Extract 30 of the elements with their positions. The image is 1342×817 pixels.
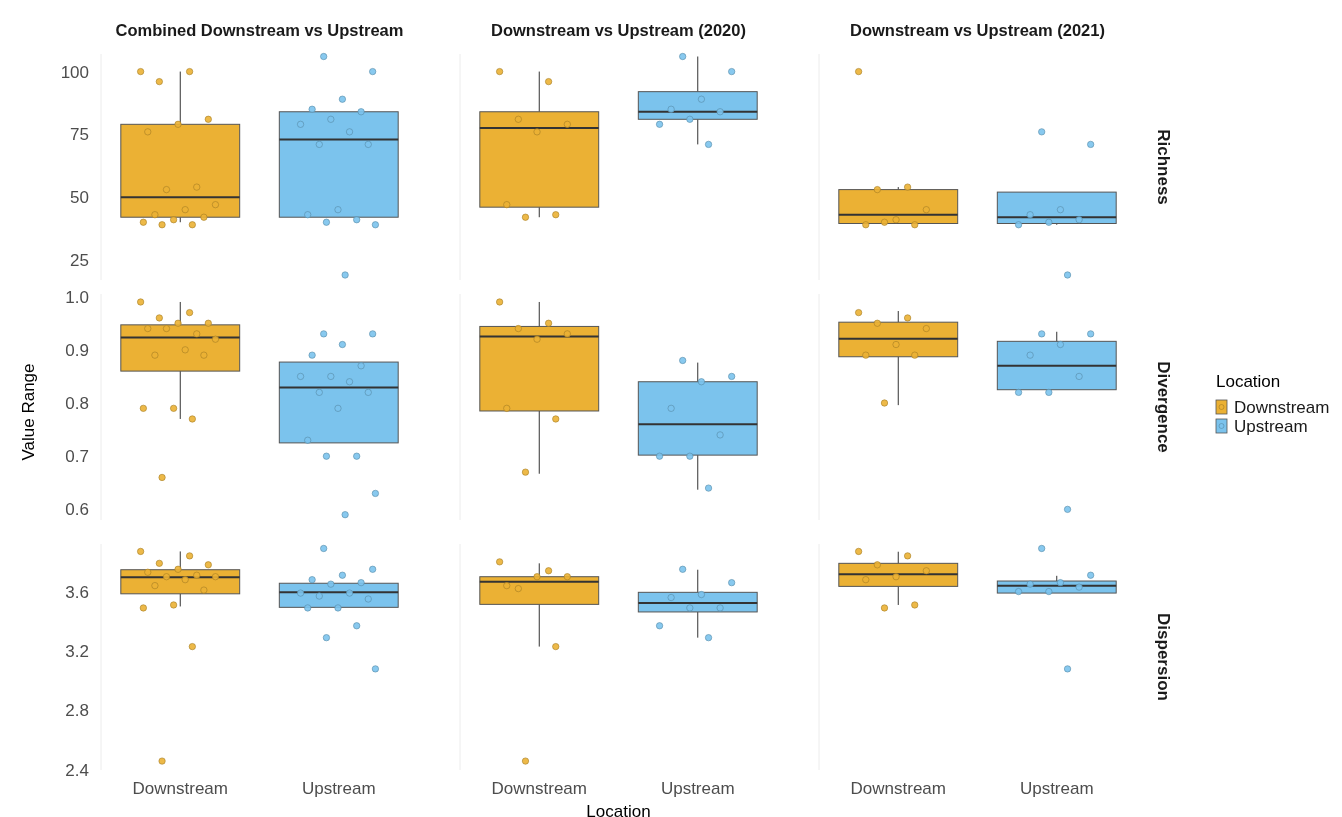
y-tick-label: 100 (60, 62, 89, 82)
chart-title: Downstream vs Upstream (2021) (850, 21, 1105, 39)
x-tick-label: Downstream (850, 779, 946, 798)
x-tick-label: Downstream (132, 779, 228, 798)
legend-label: Downstream (1234, 397, 1330, 417)
y-tick-label: 0.6 (65, 500, 89, 520)
y-axis-title: Value Range (19, 363, 38, 461)
y-tick-label: 50 (70, 188, 89, 208)
y-tick-label: 2.8 (65, 701, 89, 721)
chart-title: Downstream vs Upstream (2020) (491, 21, 746, 39)
x-axis-title: Location (586, 802, 651, 817)
y-tick-label: 2.4 (65, 760, 89, 780)
y-tick-label: 0.8 (65, 393, 89, 413)
y-tick-label: 3.2 (65, 642, 89, 661)
y2-axis-title: Dispersion (1154, 613, 1173, 701)
x-tick-label: Upstream (1019, 779, 1094, 798)
x-tick-label: Downstream (491, 779, 587, 798)
y-tick-label: 0.9 (65, 340, 89, 360)
x-tick-label: Upstream (660, 779, 735, 798)
legend-label: Upstream (1234, 416, 1308, 436)
legend-title: Location (1216, 372, 1281, 391)
y-tick-label: 0.7 (65, 447, 89, 467)
y-tick-label: 25 (70, 250, 89, 270)
x-tick-label: Upstream (301, 779, 376, 798)
y-tick-label: 75 (70, 125, 89, 145)
y-tick-label: 1.0 (65, 287, 89, 307)
y2-axis-title: Divergence (1154, 361, 1173, 453)
y-tick-label: 3.6 (65, 582, 89, 602)
chart-title: Combined Downstream vs Upstream (115, 21, 404, 39)
y2-axis-title: Richness (1154, 129, 1173, 205)
